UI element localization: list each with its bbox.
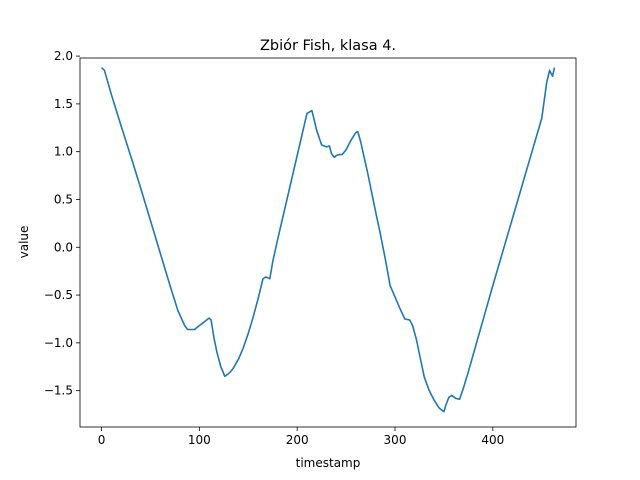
chart-title: Zbiór Fish, klasa 4. xyxy=(260,38,396,54)
x-tick-label: 100 xyxy=(188,433,211,447)
x-tick-label: 0 xyxy=(98,433,106,447)
y-tick-label: 2.0 xyxy=(54,49,73,63)
y-tick-label: 0.5 xyxy=(54,192,73,206)
x-axis-label: timestamp xyxy=(296,456,361,470)
x-tick-label: 400 xyxy=(481,433,504,447)
x-tick-label: 300 xyxy=(384,433,407,447)
y-tick-label: 1.5 xyxy=(54,97,73,111)
y-axis-label: value xyxy=(17,226,31,259)
plot-frame xyxy=(79,57,577,428)
y-tick-label: −1.0 xyxy=(44,336,73,350)
series-line-0 xyxy=(100,66,556,413)
y-tick-label: 0.0 xyxy=(54,240,73,254)
y-tick-label: 1.0 xyxy=(54,145,73,159)
y-tick-label: −0.5 xyxy=(44,288,73,302)
y-tick-label: −1.5 xyxy=(44,384,73,398)
x-tick-label: 200 xyxy=(286,433,309,447)
